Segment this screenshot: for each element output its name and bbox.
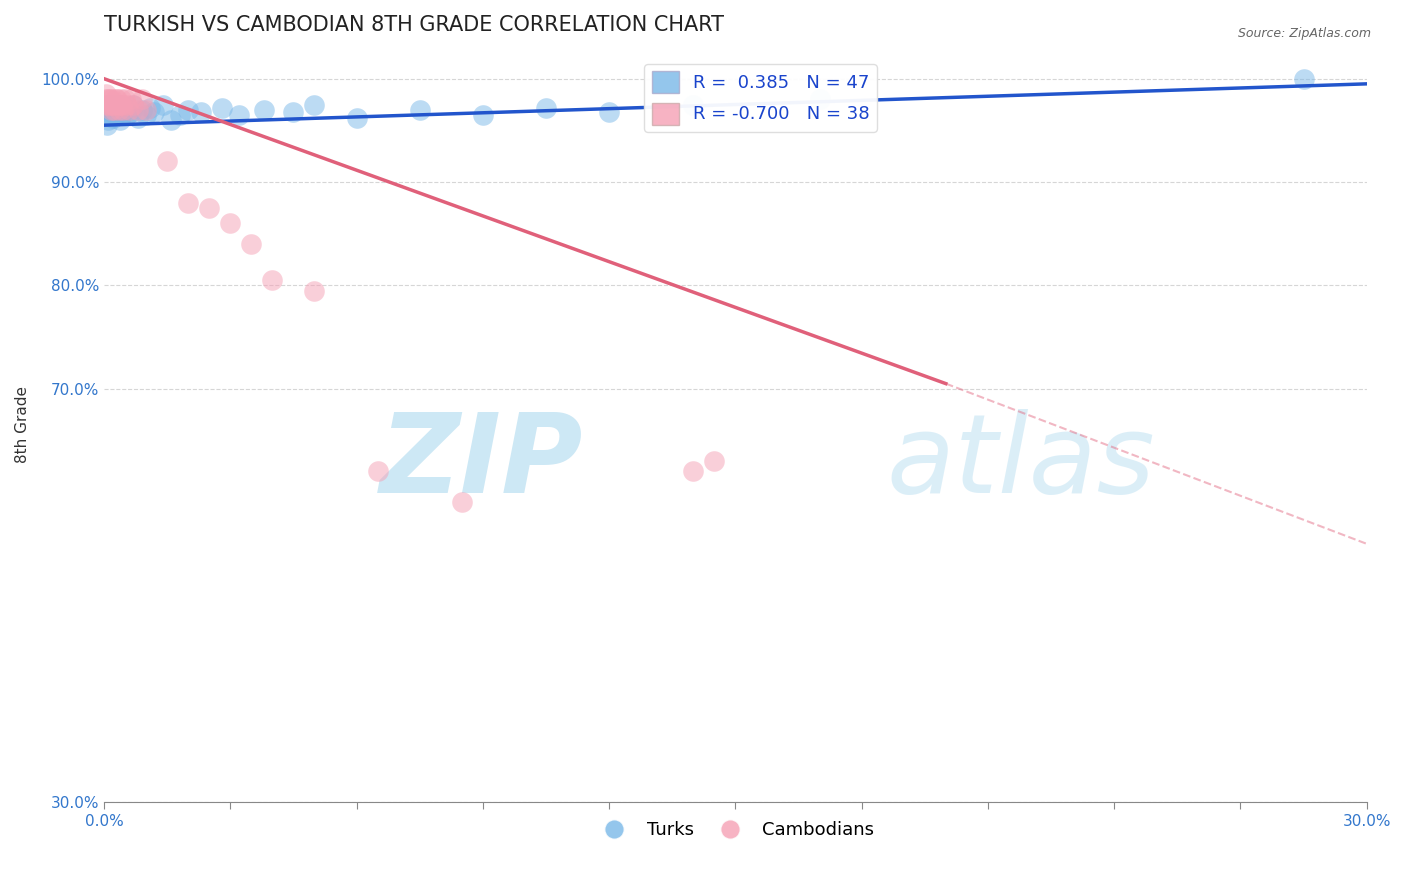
Point — [100, 97, 122, 112]
Point — [262, 273, 284, 287]
Point — [177, 195, 200, 210]
Point — [111, 103, 134, 117]
Point — [101, 97, 124, 112]
Point — [240, 237, 263, 252]
Point — [198, 201, 221, 215]
Point — [96, 97, 118, 112]
Point — [139, 101, 162, 115]
Point — [122, 97, 145, 112]
Point — [808, 92, 831, 106]
Point — [131, 103, 153, 117]
Point — [253, 103, 276, 117]
Point — [105, 97, 128, 112]
Point — [450, 495, 472, 509]
Point — [96, 92, 118, 106]
Point — [114, 92, 136, 106]
Point — [118, 103, 141, 117]
Point — [346, 111, 368, 125]
Point — [103, 111, 125, 125]
Point — [104, 108, 127, 122]
Point — [131, 92, 153, 106]
Point — [304, 97, 326, 112]
Point — [115, 108, 138, 122]
Point — [100, 104, 122, 119]
Point — [107, 92, 129, 106]
Point — [98, 108, 121, 122]
Point — [135, 108, 157, 122]
Point — [100, 103, 122, 117]
Point — [103, 103, 125, 117]
Point — [703, 454, 725, 468]
Point — [114, 101, 136, 115]
Point — [682, 465, 704, 479]
Point — [108, 113, 131, 128]
Point — [160, 113, 183, 128]
Point — [97, 92, 120, 106]
Point — [120, 104, 142, 119]
Text: TURKISH VS CAMBODIAN 8TH GRADE CORRELATION CHART: TURKISH VS CAMBODIAN 8TH GRADE CORRELATI… — [104, 15, 724, 35]
Point — [143, 104, 166, 119]
Point — [122, 97, 145, 112]
Text: atlas: atlas — [887, 409, 1156, 516]
Point — [408, 103, 430, 117]
Point — [107, 97, 129, 112]
Point — [105, 101, 128, 115]
Legend: Turks, Cambodians: Turks, Cambodians — [589, 814, 882, 847]
Point — [177, 103, 200, 117]
Point — [283, 104, 305, 119]
Point — [190, 104, 212, 119]
Point — [103, 97, 125, 112]
Point — [304, 284, 326, 298]
Point — [110, 92, 132, 106]
Point — [111, 103, 134, 117]
Point — [108, 97, 131, 112]
Point — [118, 103, 141, 117]
Point — [97, 101, 120, 115]
Point — [219, 216, 242, 230]
Point — [103, 103, 125, 117]
Point — [534, 101, 557, 115]
Point — [98, 97, 121, 112]
Point — [104, 92, 127, 106]
Text: Source: ZipAtlas.com: Source: ZipAtlas.com — [1237, 27, 1371, 40]
Point — [98, 92, 121, 106]
Point — [100, 103, 122, 117]
Point — [127, 103, 149, 117]
Point — [169, 108, 191, 122]
Point — [115, 97, 138, 112]
Point — [94, 87, 117, 102]
Point — [471, 108, 494, 122]
Point — [101, 92, 124, 106]
Point — [120, 92, 142, 106]
Point — [98, 97, 121, 112]
Point — [598, 104, 620, 119]
Point — [367, 465, 389, 479]
Point — [96, 118, 118, 132]
Point — [1292, 71, 1315, 86]
Point — [228, 108, 250, 122]
Point — [107, 103, 129, 117]
Point — [94, 104, 117, 119]
Point — [152, 97, 174, 112]
Point — [211, 101, 233, 115]
Point — [110, 108, 132, 122]
Y-axis label: 8th Grade: 8th Grade — [15, 386, 30, 464]
Point — [111, 97, 134, 112]
Point — [107, 104, 129, 119]
Point — [127, 111, 149, 125]
Point — [135, 103, 157, 117]
Point — [97, 113, 120, 128]
Point — [111, 104, 134, 119]
Point — [682, 97, 704, 112]
Text: ZIP: ZIP — [381, 409, 583, 516]
Point — [156, 154, 179, 169]
